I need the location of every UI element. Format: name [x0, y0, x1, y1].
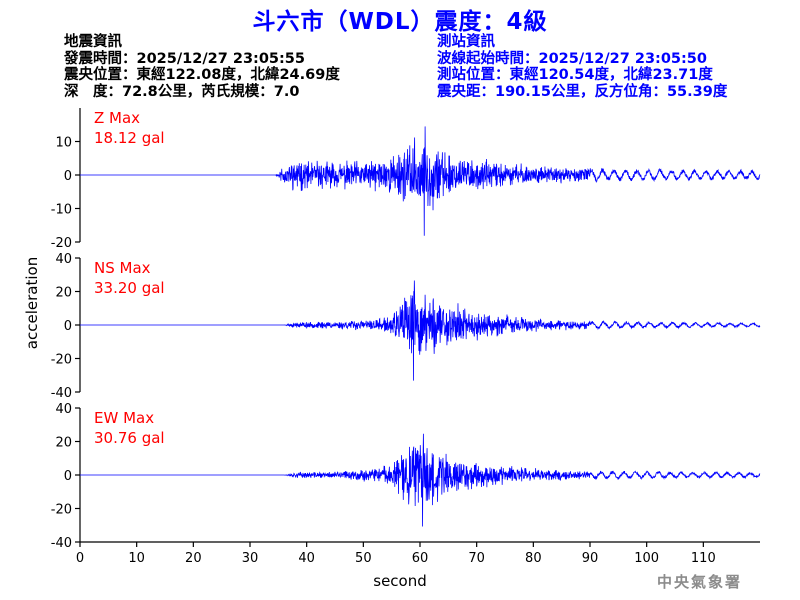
x-tick-label: 90	[582, 551, 599, 566]
max-value-z: 18.12 gal	[94, 129, 165, 147]
y-tick-label: -40	[51, 536, 72, 551]
earthquake-info-header: 地震資訊	[64, 34, 122, 50]
x-tick-label: 0	[76, 551, 84, 566]
station-location: 測站位置：東經120.54度，北緯23.71度	[437, 67, 713, 83]
x-tick-label: 20	[185, 551, 202, 566]
x-tick-label: 10	[128, 551, 145, 566]
station-info-header: 測站資訊	[437, 34, 495, 50]
y-axis-label: acceleration	[23, 257, 41, 349]
y-tick-label: 20	[55, 286, 72, 301]
origin-time: 發震時間：2025/12/27 23:05:55	[64, 50, 305, 67]
epicenter-location: 震央位置：東經122.08度，北緯24.69度	[64, 67, 340, 83]
distance-azimuth: 震央距：190.15公里，反方位角：55.39度	[437, 83, 728, 100]
waveform-ew	[80, 433, 761, 527]
x-tick-label: 80	[525, 551, 542, 566]
y-tick-label: -20	[51, 236, 72, 251]
y-tick-label: 20	[55, 436, 72, 451]
x-axis-label: second	[373, 572, 427, 590]
y-tick-label: 40	[55, 402, 72, 417]
x-tick-label: 50	[355, 551, 372, 566]
max-value-ns: 33.20 gal	[94, 279, 165, 297]
chart-title: 斗六市（WDL）震度：4級	[252, 9, 548, 35]
wave-start-time: 波線起始時間：2025/12/27 23:05:50	[437, 50, 707, 67]
waveform-ns	[80, 280, 761, 381]
y-tick-label: -10	[51, 203, 72, 218]
station-info: 測站資訊 波線起始時間：2025/12/27 23:05:50 測站位置：東經1…	[437, 34, 727, 100]
max-label-ns: NS Max	[94, 259, 151, 277]
max-label-z: Z Max	[94, 109, 140, 127]
x-tick-label: 40	[298, 551, 315, 566]
y-tick-label: 0	[64, 469, 72, 484]
x-tick-label: 100	[634, 551, 659, 566]
max-value-ew: 30.76 gal	[94, 429, 165, 447]
agency-watermark: 中央氣象署	[657, 573, 743, 591]
waveform-z	[80, 126, 761, 236]
y-tick-label: 0	[64, 169, 72, 184]
max-label-ew: EW Max	[94, 409, 154, 427]
y-tick-label: -20	[51, 353, 72, 368]
y-tick-label: 10	[55, 136, 72, 151]
x-tick-label: 110	[691, 551, 716, 566]
x-tick-label: 70	[468, 551, 485, 566]
earthquake-info: 地震資訊 發震時間：2025/12/27 23:05:55 震央位置：東經122…	[64, 34, 340, 100]
x-tick-label: 30	[242, 551, 259, 566]
y-tick-label: -20	[51, 503, 72, 518]
x-tick-label: 60	[412, 551, 429, 566]
y-tick-label: 0	[64, 319, 72, 334]
depth-magnitude: 深 度：72.8公里，芮氏規模：7.0	[64, 83, 300, 100]
y-tick-label: 40	[55, 252, 72, 267]
y-tick-label: -40	[51, 386, 72, 401]
